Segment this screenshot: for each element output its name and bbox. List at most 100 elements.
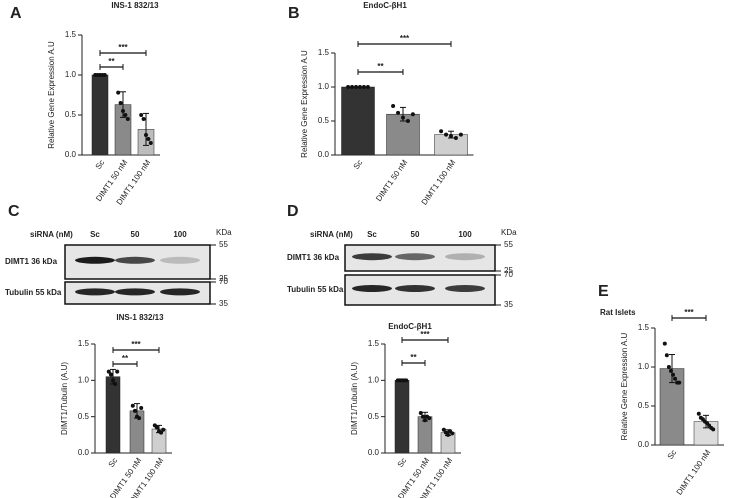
data-point [139, 113, 144, 117]
bar [341, 86, 375, 156]
lane-label: 100 [173, 230, 187, 239]
blot-band [445, 285, 485, 292]
data-point [132, 408, 137, 413]
data-point [446, 432, 450, 437]
panel-letter: E [598, 283, 609, 300]
marker-label: 35 [504, 300, 513, 309]
data-point [420, 414, 425, 419]
blot-band [115, 288, 155, 296]
data-point [664, 353, 669, 358]
data-point [121, 109, 125, 113]
panel-letter: D [287, 203, 299, 220]
row-label: DIMT1 36 kDa [287, 253, 340, 262]
chart-title: INS-1 832/13 [116, 313, 164, 322]
x-tick-label: DIMT1 100 nM [420, 158, 458, 207]
blot-band [352, 285, 392, 292]
data-point [458, 132, 463, 137]
blot-band [75, 256, 115, 264]
data-point [111, 378, 115, 383]
chart-title: EndoC-βH1 [363, 1, 407, 10]
data-point [154, 425, 159, 430]
data-point [161, 427, 166, 432]
data-point [671, 372, 676, 377]
data-point [668, 368, 673, 373]
x-tick-label: Sc [94, 158, 107, 171]
lane-label: Sc [367, 230, 377, 239]
blot-band [75, 288, 115, 296]
significance-label: ** [122, 354, 129, 363]
data-point [673, 376, 678, 381]
data-point [350, 85, 355, 89]
data-point [396, 110, 401, 115]
panel-letter: A [10, 5, 22, 22]
y-tick-label: 0.5 [65, 110, 77, 119]
data-point [662, 341, 667, 346]
data-point [346, 85, 351, 89]
y-tick-label: 1.5 [318, 48, 330, 57]
data-point [453, 136, 458, 140]
data-point [148, 141, 153, 145]
data-point [130, 403, 135, 408]
data-point [115, 369, 120, 374]
y-tick-label: 1.5 [78, 339, 90, 348]
data-point [159, 430, 164, 435]
data-point [118, 101, 123, 105]
data-point [441, 427, 446, 432]
y-tick-label: 1.0 [638, 362, 650, 371]
data-point [391, 104, 396, 109]
data-point [711, 427, 716, 432]
data-point [696, 411, 701, 416]
data-point [410, 112, 415, 117]
y-tick-label: 0.0 [65, 150, 77, 159]
data-point [116, 90, 121, 95]
y-tick-label: 0.0 [78, 448, 90, 457]
data-point [427, 416, 432, 421]
significance-label: ** [410, 353, 417, 362]
unit-label: KDa [501, 228, 517, 237]
x-tick-label: Sc [107, 456, 120, 469]
panel-letter: B [288, 5, 300, 22]
row-label: DIMT1 36 kDa [5, 257, 58, 266]
y-tick-label: 1.0 [78, 375, 90, 384]
y-tick-label: 1.5 [65, 30, 77, 39]
unit-label: KDa [216, 228, 232, 237]
y-axis-label: Relative Gene Expression A.U [620, 332, 629, 440]
data-point [677, 380, 682, 385]
data-point [123, 113, 128, 117]
marker-label: 55 [219, 240, 228, 249]
lane-label: Sc [90, 230, 100, 239]
blot-band [115, 256, 155, 264]
significance-label: *** [420, 330, 430, 339]
y-tick-label: 0.5 [318, 116, 330, 125]
marker-label: 55 [504, 240, 513, 249]
data-point [439, 129, 444, 134]
data-point [666, 365, 671, 369]
blot-band [395, 253, 435, 261]
data-point [102, 73, 107, 77]
marker-label: 70 [219, 277, 228, 286]
data-point [139, 405, 144, 410]
significance-label: ** [108, 57, 115, 66]
data-point [357, 85, 362, 89]
lane-label: 50 [131, 230, 140, 239]
data-point [449, 133, 453, 138]
y-tick-label: 0.5 [368, 412, 380, 421]
x-tick-label: DIMT1 100 nM [675, 448, 713, 497]
y-axis-label: Relative Gene Expression A.U [300, 50, 309, 158]
row-label: Tubulin 55 kDa [287, 285, 344, 294]
x-tick-label: Sc [666, 448, 679, 461]
bar [91, 74, 109, 156]
data-point [444, 132, 449, 137]
y-tick-label: 0.0 [318, 150, 330, 159]
data-point [354, 85, 359, 89]
blot-band [445, 253, 485, 261]
panel-letter: C [8, 203, 20, 220]
blot-band [160, 288, 200, 296]
significance-label: *** [400, 34, 410, 43]
y-tick-label: 1.5 [638, 323, 650, 332]
data-point [137, 416, 142, 421]
chart-title: Rat Islets [600, 308, 636, 317]
significance-label: *** [131, 340, 141, 349]
x-tick-label: Sc [352, 158, 365, 171]
